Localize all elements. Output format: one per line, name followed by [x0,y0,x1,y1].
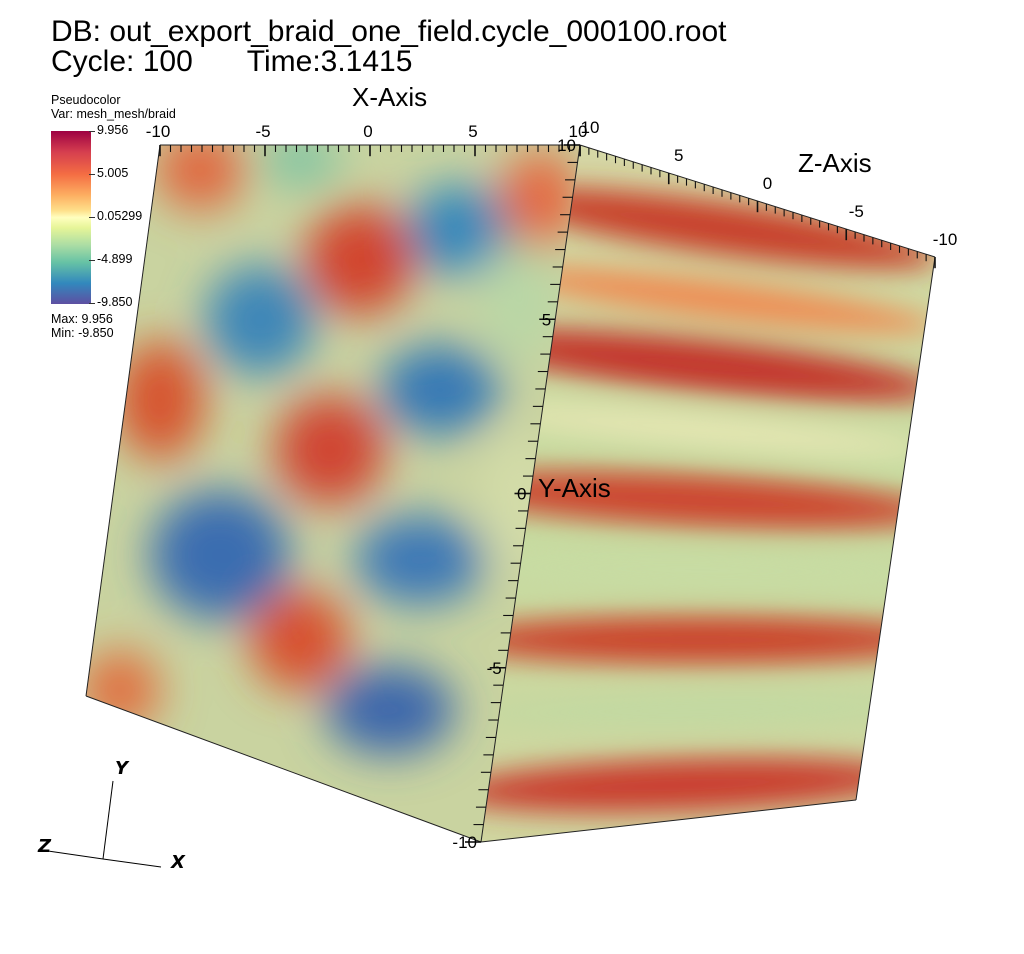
side-face-stripes [481,187,935,813]
front-face [86,145,580,842]
y-axis-title: Y-Axis [538,473,611,503]
y-axis-tick-label: -5 [487,659,502,678]
z-axis-tick-label: -5 [849,202,864,221]
legend-min: Min: -9.850 [51,326,114,340]
triad-x-label: X [170,852,186,873]
z-axis-tick-label: 0 [763,174,772,193]
x-axis-tick-label: 0 [363,122,372,141]
y-axis-tick-label: 10 [557,136,576,155]
colorbar-label-max: 9.956 [97,123,129,137]
colorbar-label: 5.005 [97,166,129,180]
x-axis-tick-label: 5 [468,122,477,141]
colorbar-tick [89,260,95,261]
y-axis-tick-label: 5 [542,310,551,329]
z-axis-tick-label: 5 [674,146,683,165]
time-value: 3.1415 [320,45,413,78]
colorbar-tick [89,131,95,132]
x-axis-title: X-Axis [352,82,427,112]
triad-z-line [47,850,104,860]
triad-x-line [102,858,162,868]
front-face-blobs [86,145,580,755]
cycle-value: 100 [142,45,193,78]
cycle-time-line: Cycle: 100 Time:3.1415 [51,46,412,78]
legend-plot-type: Pseudocolor [51,93,121,107]
colorbar-tick [89,217,95,218]
orientation-triad: Y X Z [37,758,186,873]
colorbar [51,131,91,304]
side-face [481,145,935,842]
x-axis-tick-label: -10 [146,122,171,141]
colorbar-label: -4.899 [97,252,133,266]
z-axis-tick-label: 10 [581,118,600,137]
legend-variable: Var: mesh_mesh/braid [51,107,176,121]
colorbar-tick [89,303,95,304]
triad-y-label: Y [115,758,130,779]
x-axis-tick-label: -5 [255,122,270,141]
triad-y-line [102,780,114,860]
colorbar-label: 0.05299 [97,209,143,223]
database-title: DB: out_export_braid_one_field.cycle_000… [51,15,727,48]
z-axis-tick-label: -10 [933,230,958,249]
colorbar-label-min: -9.850 [97,295,133,309]
x-axis-tick-label: 10 [569,122,588,141]
z-axis-title: Z-Axis [798,148,872,178]
axis-ticks [159,144,936,843]
legend-max: Max: 9.956 [51,312,113,326]
time-label: Time: [246,45,321,78]
colorbar-tick [89,174,95,175]
triad-z-label: Z [37,836,52,857]
y-axis-tick-label: -10 [452,833,477,852]
cycle-label: Cycle: [51,45,135,78]
y-axis-tick-label: 0 [517,485,526,504]
